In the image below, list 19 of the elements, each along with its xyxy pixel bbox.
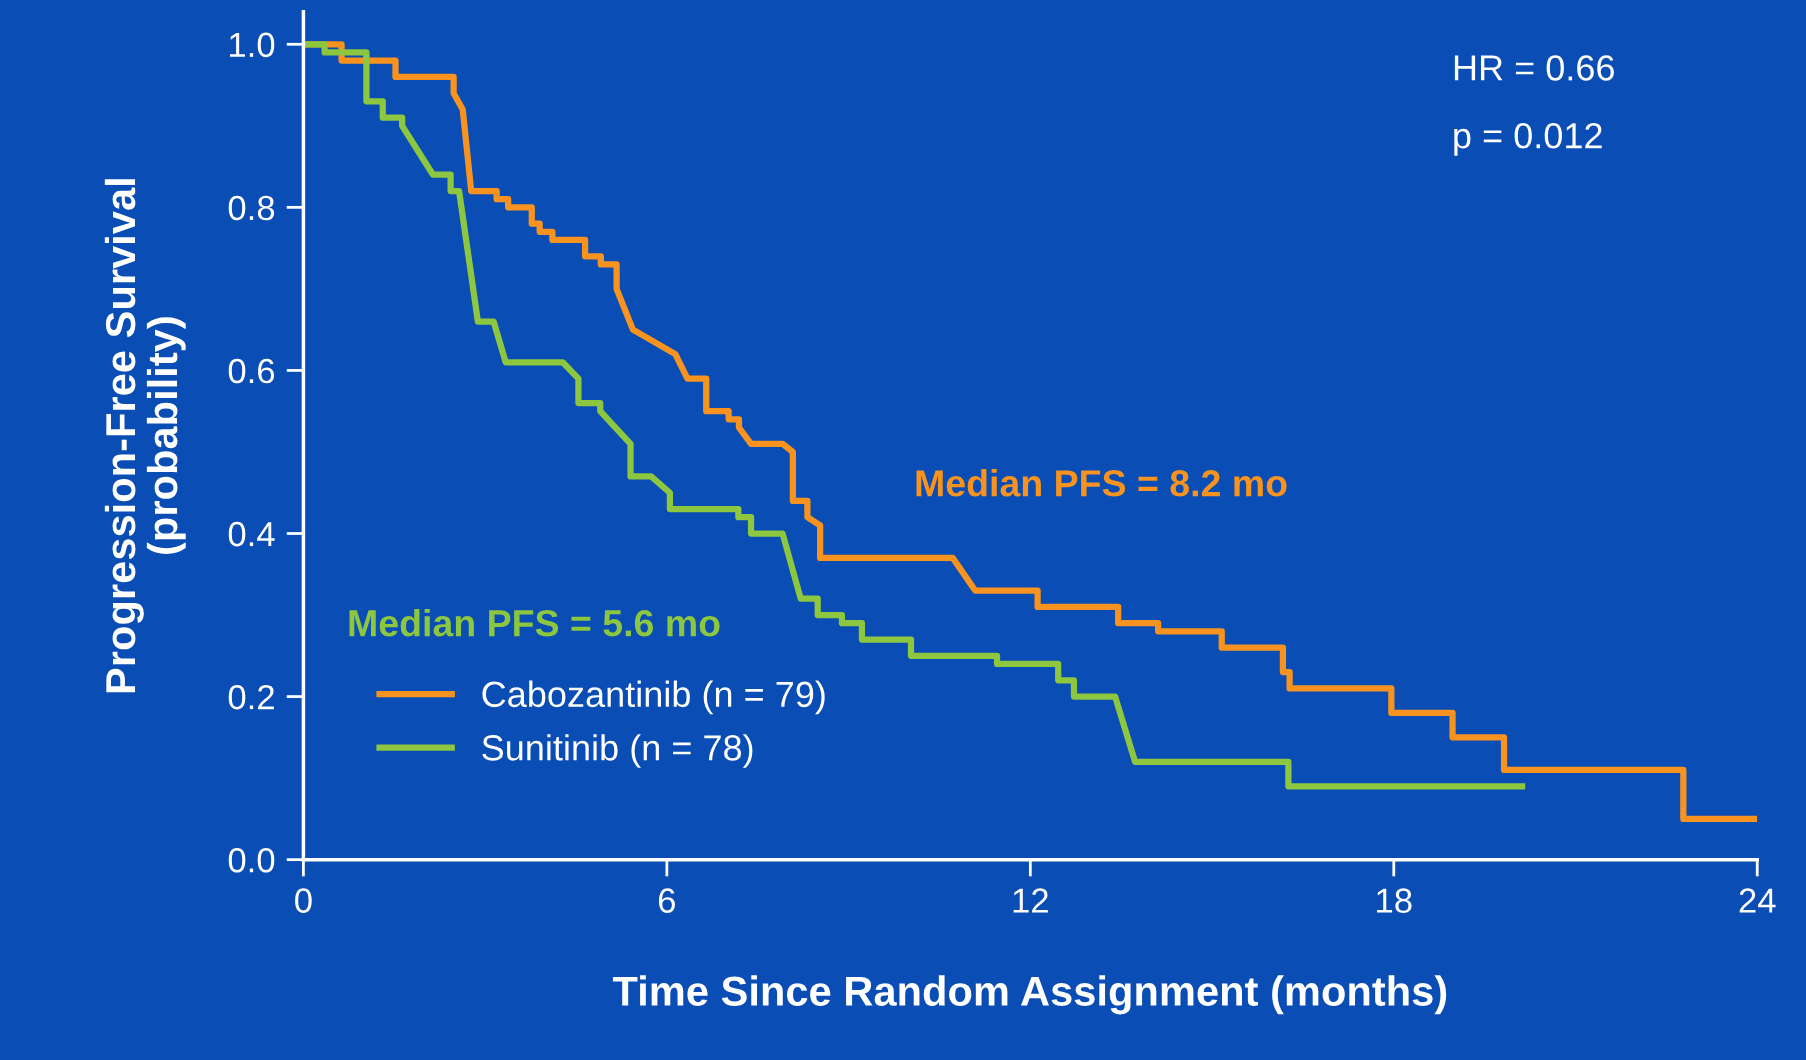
legend-label: Sunitinib (n = 78) xyxy=(482,734,753,768)
annotation: p = 0.012 xyxy=(1454,122,1602,156)
y-tick-label: 0.0 xyxy=(228,848,275,873)
x-tick-label: 0 xyxy=(295,888,312,913)
x-tick-label: 6 xyxy=(658,888,675,913)
y-tick-label: 0.8 xyxy=(228,195,275,221)
y-tick-label: 1.0 xyxy=(230,32,275,58)
y-axis-title: Progression-Free Survival (probability) xyxy=(104,179,186,693)
x-tick-label: 18 xyxy=(1377,888,1412,913)
y-tick-label: 0.6 xyxy=(228,358,275,384)
annotation: Median PFS = 5.6 mo xyxy=(349,608,720,637)
annotation: Median PFS = 8.2 mo xyxy=(916,469,1287,497)
annotation: HR = 0.66 xyxy=(1454,55,1614,81)
legend-label: Cabozantinib (n = 79) xyxy=(482,680,825,715)
y-tick-label: 0.2 xyxy=(228,684,274,710)
x-axis-title: Time Since Random Assignment (months) xyxy=(612,975,1447,1015)
y-tick-label: 0.4 xyxy=(228,521,275,547)
x-tick-label: 12 xyxy=(1013,888,1048,913)
x-tick-label: 24 xyxy=(1739,888,1776,913)
